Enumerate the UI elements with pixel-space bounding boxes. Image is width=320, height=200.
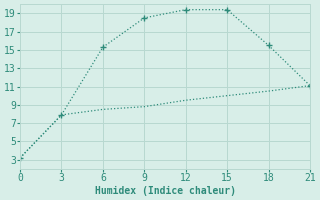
X-axis label: Humidex (Indice chaleur): Humidex (Indice chaleur)	[94, 186, 236, 196]
